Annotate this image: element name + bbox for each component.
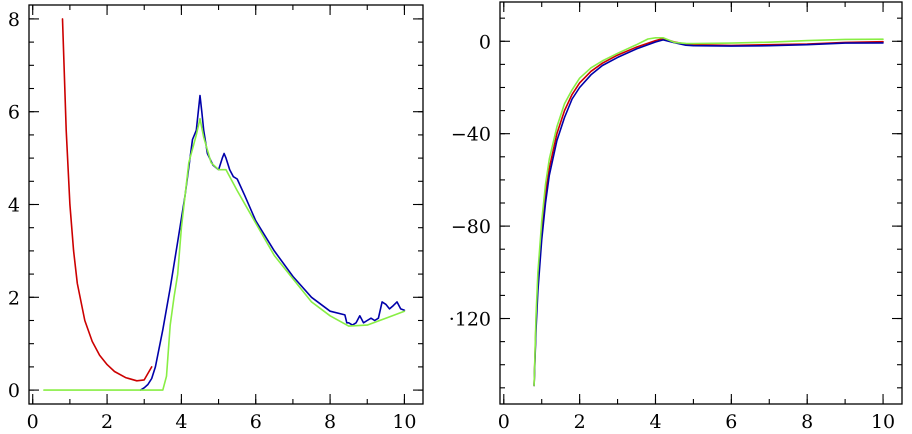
right-y-tick-label: 0 (479, 31, 491, 53)
left-x-tick-label: 6 (250, 411, 262, 433)
right-y-tick-label: −40 (451, 124, 491, 146)
right-x-tick-label: 10 (871, 411, 895, 433)
left-tick-labels: 0 2 4 6 8 10 0 2 4 6 8 (8, 9, 417, 433)
left-x-tick-label: 4 (175, 411, 187, 433)
right-y-tick-label: ·120 (449, 309, 491, 331)
left-ticks (29, 5, 423, 404)
left-panel: 0 2 4 6 8 10 0 2 4 6 8 (8, 4, 424, 433)
left-x-tick-label: 10 (392, 411, 416, 433)
right-x-tick-label: 0 (498, 411, 510, 433)
right-ticks (500, 2, 902, 404)
left-series-line-3 (43, 117, 406, 391)
right-tick-labels: 0 2 4 6 8 10 0 −40 −80 ·120 (449, 31, 895, 433)
left-series (43, 18, 406, 391)
left-y-tick-label: 0 (8, 380, 20, 402)
left-y-tick-label: 4 (8, 195, 20, 217)
right-panel: 0 2 4 6 8 10 0 −40 −80 ·120 (449, 1, 903, 433)
left-x-tick-label: 2 (101, 411, 113, 433)
right-y-tick-label: −80 (451, 216, 491, 238)
right-series-line-1 (533, 37, 884, 387)
right-x-tick-label: 2 (574, 411, 586, 433)
left-y-tick-label: 8 (8, 9, 20, 31)
right-x-tick-label: 4 (649, 411, 661, 433)
right-series-line-2 (533, 39, 884, 387)
right-x-tick-label: 6 (725, 411, 737, 433)
right-series-line-3 (533, 36, 884, 387)
left-x-tick-label: 8 (324, 411, 336, 433)
left-y-tick-label: 6 (8, 102, 20, 124)
right-x-tick-label: 8 (801, 411, 813, 433)
left-y-tick-label: 2 (8, 287, 20, 309)
right-series (533, 36, 884, 387)
right-plot-frame (499, 1, 903, 405)
left-plot-frame (28, 4, 424, 405)
left-x-tick-label: 0 (27, 411, 39, 433)
left-series-line-1 (61, 18, 153, 382)
